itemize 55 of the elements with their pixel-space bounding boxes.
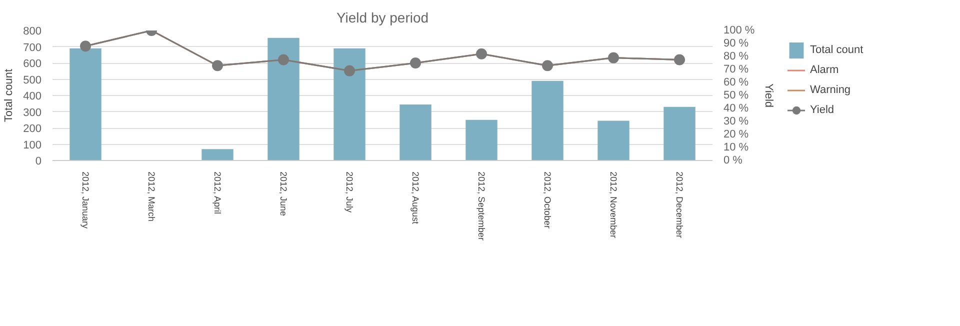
y-tick-label: 0 — [35, 156, 42, 168]
legend-label: Total count — [810, 44, 864, 56]
y2-tick-label: 10 % — [724, 142, 749, 154]
x-tick-label: 2012, November — [608, 172, 618, 238]
bar — [466, 120, 498, 160]
point — [542, 60, 553, 72]
bar — [400, 104, 432, 160]
legend-label: Warning — [810, 84, 851, 96]
y2-tick-label: 20 % — [724, 128, 749, 140]
y2-tick-label: 90 % — [724, 38, 749, 50]
bar — [70, 48, 102, 160]
bar — [532, 80, 564, 160]
bar — [664, 106, 696, 160]
x-tick-label: 2012, June — [278, 172, 288, 216]
y-tick-label: 600 — [23, 58, 42, 70]
bar — [334, 48, 366, 160]
legend-label: Alarm — [810, 64, 839, 76]
x-tick-label: 2012, April — [212, 172, 222, 214]
y2-tick-label: 80 % — [724, 50, 749, 62]
y2-tick-label: 40 % — [724, 102, 749, 114]
x-tick-label: 2012, March — [146, 172, 156, 222]
point — [278, 54, 289, 66]
y-tick-label: 200 — [23, 123, 42, 135]
y2-axis-title: Yield — [762, 83, 775, 108]
y2-tick-label: 100 % — [724, 24, 755, 36]
y-tick-label: 800 — [23, 26, 42, 38]
y2-tick-label: 60 % — [724, 76, 749, 88]
x-tick-label: 2012, July — [344, 172, 354, 214]
point — [410, 58, 421, 68]
y-tick-label: 700 — [23, 42, 42, 54]
bar — [202, 149, 234, 160]
bar — [598, 120, 630, 160]
y-axis-title: Total count — [3, 68, 16, 122]
x-tick-label: 2012, October — [542, 172, 552, 229]
x-tick-label: 2012, December — [674, 172, 684, 238]
y2-tick-label: 30 % — [724, 116, 749, 128]
y2-tick-label: 50 % — [724, 90, 749, 102]
legend-label: Yield — [810, 104, 834, 116]
x-tick-label: 2012, August — [410, 172, 420, 225]
bar — [268, 38, 300, 160]
point — [608, 52, 619, 64]
y-tick-label: 100 — [23, 139, 42, 152]
y-tick-label: 400 — [23, 90, 42, 102]
x-tick-label: 2012, September — [476, 172, 486, 241]
chart-title: Yield by period — [336, 10, 429, 26]
point — [80, 40, 91, 52]
point — [212, 60, 223, 72]
x-tick-label: 2012, January — [80, 172, 90, 230]
point — [476, 48, 487, 60]
y2-tick-label: 0 % — [724, 154, 743, 166]
y2-tick-label: 70 % — [724, 64, 749, 76]
y-tick-label: 500 — [23, 74, 42, 86]
point — [344, 65, 355, 76]
point — [674, 54, 685, 66]
y-tick-label: 300 — [23, 106, 42, 119]
